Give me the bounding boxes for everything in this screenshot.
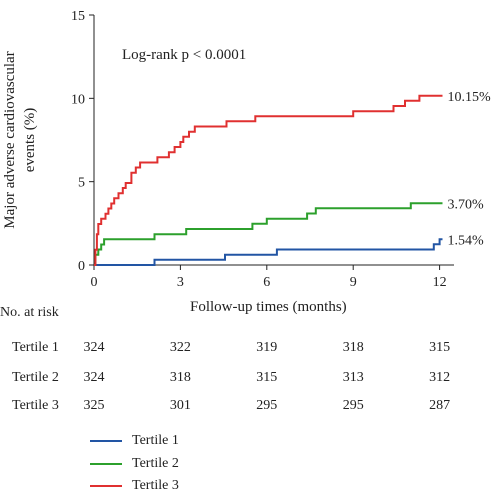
risk-cell: 312 bbox=[429, 370, 451, 385]
risk-cell: 319 bbox=[256, 340, 278, 355]
legend-item: Tertile 3 bbox=[90, 477, 179, 495]
risk-row-label: Tertile 2 bbox=[12, 370, 59, 385]
y-axis-label-line-2: events (%) bbox=[22, 107, 38, 173]
end-label: 1.54% bbox=[447, 233, 484, 248]
x-tick-label: 6 bbox=[263, 275, 270, 290]
y-tick-label: 5 bbox=[78, 176, 85, 191]
series-line-tertile-1 bbox=[94, 238, 443, 266]
risk-cell: 287 bbox=[429, 398, 451, 413]
end-label: 3.70% bbox=[447, 197, 484, 212]
y-axis-label: Major adverse cardiovascular events (%) bbox=[0, 15, 44, 265]
x-axis-label: Follow-up times (months) bbox=[190, 299, 347, 315]
legend-item: Tertile 1 bbox=[90, 432, 179, 450]
logrank-annotation: Log-rank p < 0.0001 bbox=[122, 47, 247, 63]
risk-cell: 315 bbox=[256, 370, 278, 385]
y-tick-label: 15 bbox=[71, 9, 85, 24]
end-label: 10.15% bbox=[447, 90, 491, 105]
risk-cell: 315 bbox=[429, 340, 451, 355]
legend-swatch bbox=[90, 440, 122, 442]
legend-item: Tertile 2 bbox=[90, 455, 179, 473]
risk-cell: 324 bbox=[83, 370, 105, 385]
y-tick-label: 10 bbox=[71, 92, 85, 107]
series-line-tertile-2 bbox=[94, 202, 443, 266]
x-tick-label: 12 bbox=[433, 275, 447, 290]
risk-cell: 295 bbox=[256, 398, 278, 413]
risk-cell: 318 bbox=[169, 370, 191, 385]
legend-label: Tertile 3 bbox=[132, 478, 179, 493]
ticks: 0 3 6 9 12 0 5 10 15 bbox=[71, 9, 447, 290]
risk-table-title: No. at risk bbox=[0, 305, 59, 320]
series-group bbox=[94, 94, 443, 266]
legend-label: Tertile 1 bbox=[132, 433, 179, 448]
risk-cell: 324 bbox=[83, 340, 105, 355]
x-tick-label: 0 bbox=[91, 275, 98, 290]
legend-swatch bbox=[90, 463, 122, 465]
legend-swatch bbox=[90, 485, 122, 487]
risk-row-label: Tertile 3 bbox=[12, 398, 59, 413]
risk-cell: 322 bbox=[169, 340, 191, 355]
risk-cell: 295 bbox=[342, 398, 364, 413]
y-axis-label-line-1: Major adverse cardiovascular bbox=[2, 51, 18, 229]
x-tick-label: 3 bbox=[177, 275, 184, 290]
end-labels: 1.54% 3.70% 10.15% bbox=[447, 90, 491, 248]
risk-cell: 318 bbox=[342, 340, 364, 355]
y-tick-label: 0 bbox=[78, 259, 85, 274]
x-tick-label: 9 bbox=[350, 275, 357, 290]
series-line-tertile-3 bbox=[94, 94, 443, 266]
risk-cell: 313 bbox=[342, 370, 364, 385]
risk-cell: 325 bbox=[83, 398, 105, 413]
legend-label: Tertile 2 bbox=[132, 456, 179, 471]
risk-cell: 301 bbox=[169, 398, 191, 413]
risk-row-label: Tertile 1 bbox=[12, 340, 59, 355]
